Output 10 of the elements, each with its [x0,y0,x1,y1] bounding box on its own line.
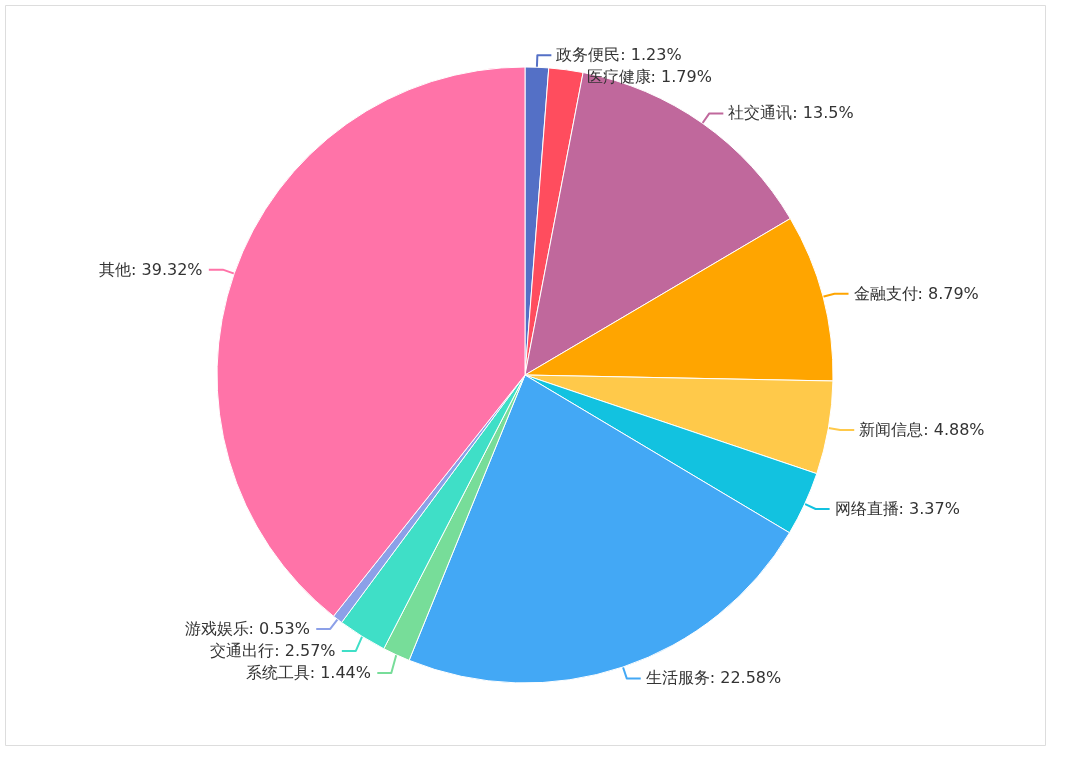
slice-label: 系统工具: 1.44% [245,662,372,682]
slice-label: 网络直播: 3.37% [834,498,960,518]
slice-label: 金融支付: 8.79% [853,283,979,303]
slice-label: 游戏娱乐: 0.53% [184,618,310,638]
slice-label: 社交通讯: 13.5% [728,103,854,123]
slice-label: 政务便民: 1.23% [556,45,682,65]
slice-label: 生活服务: 22.58% [645,668,782,688]
slice-label: 其他: 39.32% [99,259,203,279]
slice-label: 交通出行: 2.57% [210,640,336,660]
slice-label: 新闻信息: 4.88% [859,420,985,440]
